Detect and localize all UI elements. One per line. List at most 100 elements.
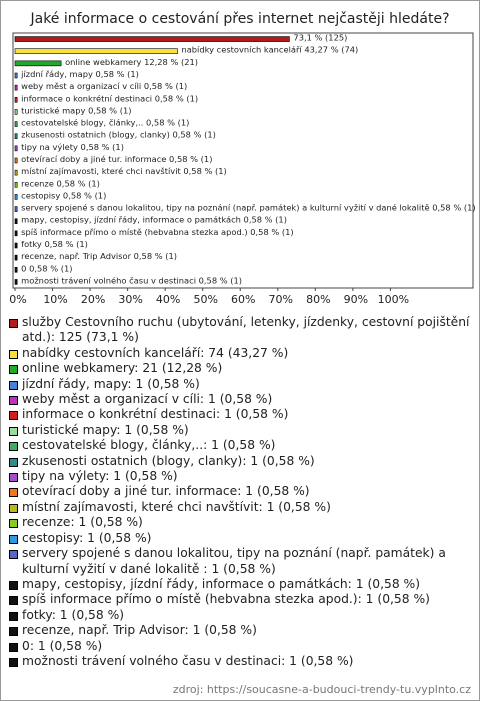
bar [14, 206, 18, 212]
legend-item: spíš informace přímo o místě (hebvabna s… [9, 592, 471, 607]
bar [14, 169, 18, 176]
legend-swatch [9, 349, 18, 359]
legend-item: fotky: 1 (0,58 %) [9, 608, 471, 623]
legend-label: jízdní řády, mapy: 1 (0,58 %) [22, 376, 200, 391]
value-label: servery spojené s danou lokalitou, tipy … [21, 203, 475, 213]
legend-label: služby Cestovního ruchu (ubytování, lete… [22, 315, 470, 345]
legend-swatch [9, 473, 18, 483]
legend-item: servery spojené s danou lokalitou, tipy … [9, 546, 471, 577]
value-label: cestovatelské blogy, články,.. 0,58 % (1… [21, 118, 189, 128]
legend-label: 0: 1 (0,58 %) [22, 638, 103, 653]
legend-swatch [9, 319, 18, 328]
value-label: zkusenosti ostatnich (blogy, clanky) 0,5… [21, 130, 216, 140]
legend-swatch [9, 380, 18, 390]
legend-item: tipy na výlety: 1 (0,58 %) [9, 469, 471, 484]
legend-label: mapy, cestopisy, jízdní řády, informace … [22, 576, 421, 591]
value-label: online webkamery 12,28 % (21) [65, 57, 198, 67]
legend-item: jízdní řády, mapy: 1 (0,58 %) [9, 377, 471, 392]
source: zdroj: https://soucasne-a-budouci-trendy… [172, 683, 471, 696]
bar [14, 121, 18, 127]
bar [14, 181, 18, 188]
plot-frame [12, 32, 474, 289]
bar [14, 96, 18, 103]
legend-item: recenze, např. Trip Advisor: 1 (0,58 %) [9, 623, 471, 638]
legend-item: otevírací doby a jiné tur. informace: 1 … [9, 484, 471, 499]
bar [14, 60, 62, 67]
legend-label: nabídky cestovních kanceláří: 74 (43,27 … [22, 345, 289, 360]
bar [14, 157, 18, 164]
value-label: místní zajímavosti, které chci navštívit… [21, 166, 227, 176]
legend-swatch [9, 457, 18, 467]
legend-label: recenze: 1 (0,58 %) [22, 515, 143, 530]
legend-item: informace o konkrétní destinaci: 1 (0,58… [9, 407, 471, 422]
legend-swatch [9, 534, 18, 544]
legend-item: online webkamery: 21 (12,28 %) [9, 361, 471, 376]
bar [14, 279, 18, 285]
value-label: otevírací doby a jiné tur. informace 0,5… [21, 154, 212, 164]
bar [14, 48, 178, 55]
bar [14, 194, 18, 200]
value-label: weby měst a organizací v cíli 0,58 % (1) [21, 81, 187, 91]
value-label: spíš informace přímo o místě (hebvabna s… [21, 227, 293, 237]
legend-item: turistické mapy: 1 (0,58 %) [9, 423, 471, 438]
x-tick-label: 50% [193, 293, 217, 306]
value-label: informace o konkrétní destinaci 0,58 % (… [21, 93, 198, 103]
legend-label: spíš informace přímo o místě (hebvabna s… [22, 592, 430, 607]
value-label: mapy, cestopisy, jízdní řády, informace … [21, 215, 287, 225]
legend-label: cestovatelské blogy, články,..: 1 (0,58 … [22, 438, 276, 453]
legend-swatch [9, 642, 18, 652]
legend-item: 0: 1 (0,58 %) [9, 639, 471, 654]
x-tick-label: 10% [43, 293, 67, 306]
legend-swatch [9, 411, 18, 421]
bar [14, 36, 290, 42]
legend-swatch [9, 596, 18, 606]
value-label: cestopisy 0,58 % (1) [21, 190, 106, 200]
legend-item: recenze: 1 (0,58 %) [9, 515, 471, 530]
legend-item: cestovatelské blogy, články,..: 1 (0,58 … [9, 438, 471, 453]
legend-item: mapy, cestopisy, jízdní řády, informace … [9, 577, 471, 592]
bar [14, 109, 18, 115]
legend-item: cestopisy: 1 (0,58 %) [9, 531, 471, 546]
legend: služby Cestovního ruchu (ubytování, lete… [9, 315, 471, 669]
legend-label: zkusenosti ostatnich (blogy, clanky): 1 … [22, 453, 315, 468]
legend-swatch [9, 488, 18, 498]
legend-label: místní zajímavosti, které chci navštívit… [22, 499, 331, 514]
legend-item: místní zajímavosti, které chci navštívit… [9, 500, 471, 515]
legend-item: služby Cestovního ruchu (ubytování, lete… [9, 315, 471, 346]
x-tick-label: 30% [118, 293, 142, 306]
value-label: recenze 0,58 % (1) [21, 178, 100, 188]
value-label: 0 0,58 % (1) [21, 263, 72, 273]
legend-label: fotky: 1 (0,58 %) [22, 607, 125, 622]
legend-label: online webkamery: 21 (12,28 %) [22, 361, 223, 376]
legend-swatch [9, 550, 18, 560]
legend-swatch [9, 442, 18, 452]
legend-swatch [9, 503, 18, 513]
legend-label: otevírací doby a jiné tur. informace: 1 … [22, 484, 310, 499]
x-tick-label: 40% [156, 293, 180, 306]
legend-label: možnosti trávení volného času v destinac… [22, 653, 354, 668]
legend-swatch [9, 657, 18, 667]
bar [14, 242, 18, 249]
legend-swatch [9, 580, 18, 590]
bar [14, 218, 18, 225]
value-label: turistické mapy 0,58 % (1) [21, 105, 131, 115]
legend-item: možnosti trávení volného času v destinac… [9, 654, 471, 669]
x-tick-label: 100% [378, 293, 409, 306]
x-tick-label: 70% [269, 293, 293, 306]
bar [14, 145, 18, 152]
legend-label: cestopisy: 1 (0,58 %) [22, 530, 152, 545]
legend-label: weby měst a organizací v cíli: 1 (0,58 %… [22, 392, 273, 407]
legend-label: tipy na výlety: 1 (0,58 %) [22, 469, 178, 484]
legend-label: servery spojené s danou lokalitou, tipy … [22, 546, 446, 576]
value-label: tipy na výlety 0,58 % (1) [21, 142, 124, 152]
legend-label: turistické mapy: 1 (0,58 %) [22, 422, 189, 437]
bar [14, 266, 18, 273]
legend-swatch [9, 426, 18, 436]
x-tick-label: 90% [344, 293, 368, 306]
legend-swatch [9, 519, 18, 529]
legend-swatch [9, 365, 18, 375]
value-label: jízdní řády, mapy 0,58 % (1) [20, 69, 139, 79]
legend-item: zkusenosti ostatnich (blogy, clanky): 1 … [9, 454, 471, 469]
legend-item: nabídky cestovních kanceláří: 74 (43,27 … [9, 346, 471, 361]
